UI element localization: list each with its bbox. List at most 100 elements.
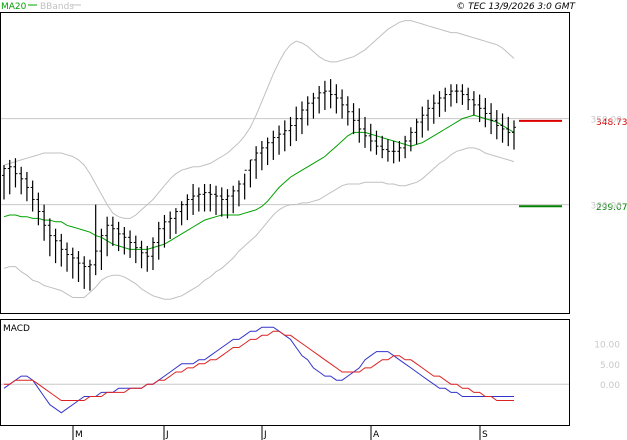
ohlc-bar bbox=[231, 185, 236, 214]
ohlc-bar bbox=[299, 101, 304, 135]
ohlc-bar bbox=[494, 110, 499, 140]
ohlc-bar bbox=[242, 169, 247, 200]
ohlc-bar bbox=[145, 245, 150, 272]
macd-line bbox=[3, 326, 514, 414]
ohlc-bar bbox=[271, 130, 276, 160]
ohlc-bar bbox=[76, 251, 81, 283]
ohlc-bars bbox=[2, 79, 516, 291]
ohlc-bar bbox=[311, 92, 316, 119]
ohlc-bar bbox=[53, 228, 58, 264]
ohlc-bar bbox=[208, 184, 213, 212]
ohlc-bar bbox=[116, 221, 121, 252]
bollinger-bands bbox=[3, 20, 515, 300]
ohlc-bar bbox=[13, 158, 18, 188]
ohlc-bar bbox=[219, 187, 224, 217]
ohlc-bar bbox=[150, 237, 155, 270]
ohlc-bar bbox=[65, 242, 70, 272]
ohlc-bar bbox=[294, 106, 299, 141]
ohlc-bar bbox=[426, 99, 431, 131]
ohlc-bar bbox=[282, 120, 287, 152]
price-panel-frame bbox=[0, 12, 570, 314]
ohlc-bar bbox=[471, 91, 476, 116]
ohlc-bar bbox=[420, 106, 425, 138]
resistance-level-label: 348.73 bbox=[596, 118, 627, 128]
ohlc-bar bbox=[408, 127, 413, 152]
ohlc-bar bbox=[162, 214, 167, 248]
copyright-timestamp: © TEC 13/9/2026 3:0 GMT bbox=[456, 2, 576, 12]
bband-lower-line bbox=[3, 147, 515, 300]
ohlc-bar bbox=[179, 201, 184, 226]
ohlc-bar bbox=[340, 89, 345, 119]
price-levels: 348.73 299.07 bbox=[519, 118, 627, 213]
ohlc-bar bbox=[196, 187, 201, 212]
ohlc-bar bbox=[454, 84, 459, 104]
support-level-label: 299.07 bbox=[596, 203, 627, 213]
ohlc-bar bbox=[259, 141, 264, 171]
bband-upper-line bbox=[3, 20, 515, 219]
ohlc-bar bbox=[156, 221, 161, 260]
ohlc-bar bbox=[168, 211, 173, 240]
legend-ma20: MA20 bbox=[1, 2, 27, 12]
x-tick-label: A bbox=[373, 430, 380, 440]
ohlc-bar bbox=[70, 247, 75, 279]
ohlc-bar bbox=[133, 235, 138, 264]
x-tick-label: J bbox=[263, 430, 267, 440]
macd-panel-frame bbox=[0, 319, 570, 426]
x-tick-label: J bbox=[165, 430, 169, 440]
ohlc-bar bbox=[374, 130, 379, 155]
ohlc-bar bbox=[110, 216, 115, 246]
ohlc-bar bbox=[437, 91, 442, 117]
ohlc-bar bbox=[288, 116, 293, 147]
x-tick-label: S bbox=[482, 430, 488, 440]
ohlc-bar bbox=[87, 259, 92, 291]
ohlc-bar bbox=[128, 230, 133, 258]
ohlc-bar bbox=[443, 87, 448, 112]
ohlc-bar bbox=[254, 146, 259, 179]
ohlc-bar bbox=[24, 171, 29, 202]
ohlc-bar bbox=[30, 180, 35, 212]
macd-y-tick-label: 5.00 bbox=[600, 361, 620, 371]
macd-panel-label: MACD bbox=[3, 324, 30, 334]
ohlc-bar bbox=[191, 184, 196, 215]
ohlc-bar bbox=[322, 80, 327, 111]
ma20-path bbox=[3, 114, 515, 250]
ohlc-bar bbox=[42, 204, 47, 241]
ohlc-bar bbox=[431, 94, 436, 124]
ohlc-bar bbox=[265, 137, 270, 166]
ohlc-bar bbox=[466, 87, 471, 111]
ohlc-bar bbox=[460, 84, 465, 105]
ohlc-bar bbox=[345, 96, 350, 126]
ohlc-bar bbox=[506, 116, 511, 147]
macd-lines bbox=[3, 326, 514, 414]
ohlc-bar bbox=[363, 116, 368, 148]
ohlc-bar bbox=[380, 135, 385, 159]
price-y-ticks: 300.00 350.00 bbox=[591, 116, 623, 212]
ohlc-bar bbox=[305, 96, 310, 126]
ohlc-bar bbox=[185, 194, 190, 221]
macd-y-tick-label: 10.00 bbox=[594, 340, 620, 350]
ohlc-bar bbox=[99, 228, 104, 270]
price-y-tick-label: 350.00 bbox=[591, 116, 623, 126]
ohlc-bar bbox=[489, 103, 494, 135]
ohlc-bar bbox=[93, 204, 98, 276]
ohlc-bar bbox=[414, 118, 419, 145]
ohlc-bar bbox=[483, 98, 488, 128]
ohlc-bar bbox=[385, 139, 390, 162]
ohlc-bar bbox=[403, 135, 408, 159]
ohlc-bar bbox=[512, 120, 516, 150]
ohlc-bar bbox=[47, 218, 52, 257]
ohlc-bar bbox=[36, 192, 41, 226]
ma20-line bbox=[3, 114, 515, 250]
ohlc-bar bbox=[248, 159, 253, 188]
ohlc-bar bbox=[59, 233, 64, 267]
signal-line bbox=[4, 330, 514, 401]
ohlc-bar bbox=[19, 166, 24, 195]
ohlc-bar bbox=[368, 123, 373, 152]
macd-y-tick-label: 0.00 bbox=[600, 381, 620, 391]
ohlc-bar bbox=[334, 84, 339, 114]
x-tick-label: M bbox=[75, 430, 83, 440]
ohlc-bar bbox=[214, 185, 219, 215]
legend-bbands: BBands bbox=[40, 2, 74, 12]
ohlc-bar bbox=[2, 165, 6, 200]
